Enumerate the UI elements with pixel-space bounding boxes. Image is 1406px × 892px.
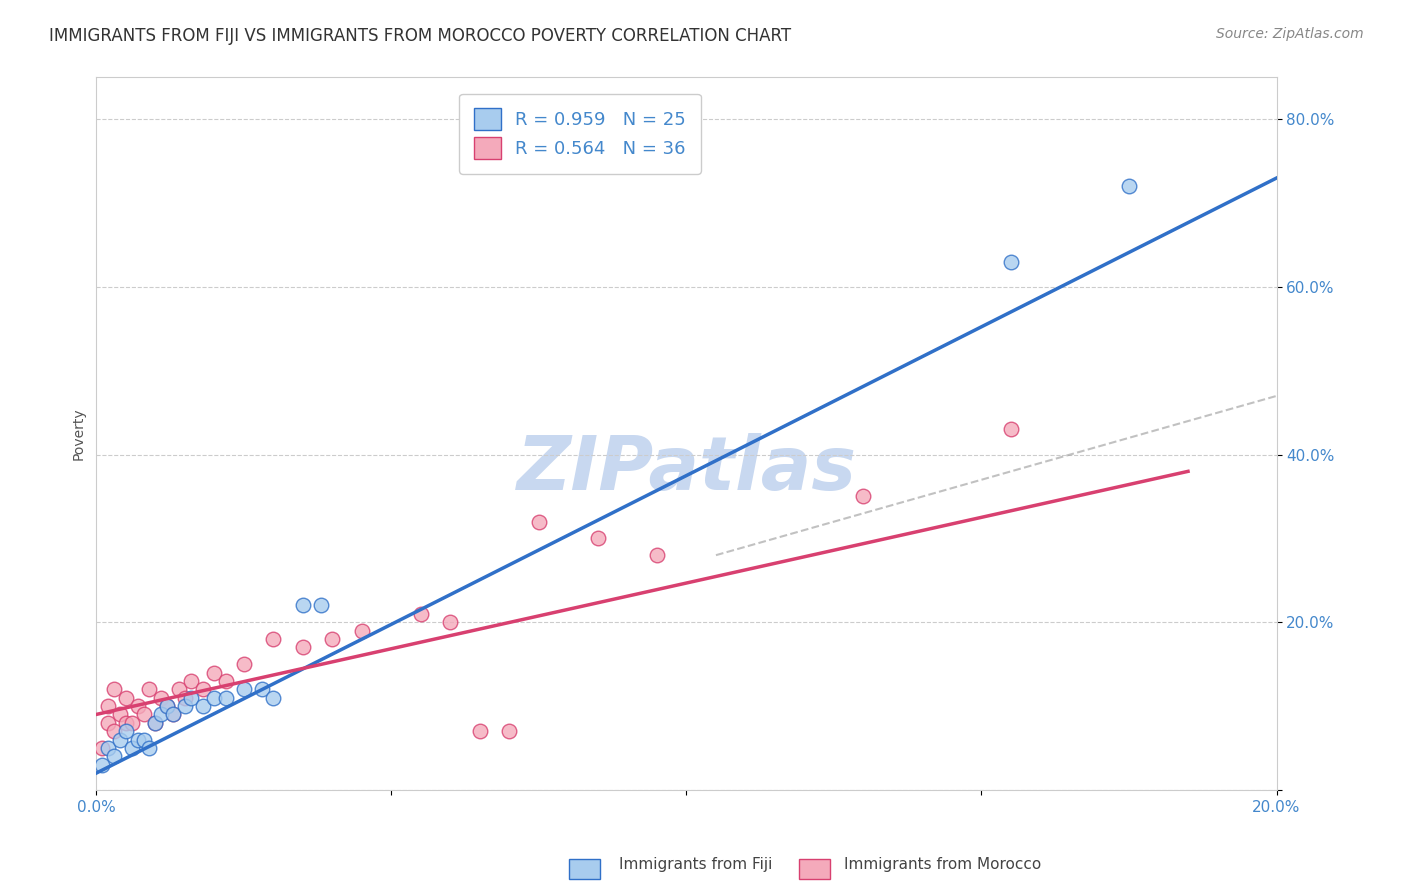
Point: [202, 690, 225, 705]
Point: [439, 615, 461, 630]
Point: [97, 699, 120, 714]
Point: [191, 682, 214, 697]
Point: [115, 715, 138, 730]
Point: [498, 724, 520, 739]
Point: [91, 757, 114, 772]
Point: [127, 699, 149, 714]
Point: [132, 732, 155, 747]
Point: [321, 632, 343, 646]
Point: [202, 665, 225, 680]
Point: [108, 707, 131, 722]
Point: [291, 599, 314, 613]
Point: [180, 690, 202, 705]
Y-axis label: Poverty: Poverty: [72, 408, 86, 460]
Point: [103, 749, 125, 764]
Point: [103, 682, 125, 697]
Point: [232, 682, 254, 697]
Point: [167, 682, 190, 697]
Point: [132, 707, 155, 722]
Point: [180, 673, 202, 688]
Point: [527, 515, 550, 529]
Point: [156, 699, 179, 714]
Point: [1118, 179, 1140, 194]
Point: [215, 673, 238, 688]
Point: [143, 715, 166, 730]
Point: [468, 724, 491, 739]
Point: [91, 740, 114, 755]
Legend: R = 0.959   N = 25, R = 0.564   N = 36: R = 0.959 N = 25, R = 0.564 N = 36: [460, 94, 700, 174]
Point: [162, 707, 184, 722]
Point: [156, 699, 179, 714]
Point: [309, 599, 332, 613]
Point: [121, 715, 143, 730]
Point: [150, 707, 173, 722]
Point: [262, 690, 284, 705]
Point: [645, 548, 668, 562]
Point: [138, 740, 160, 755]
Point: [115, 690, 138, 705]
Point: [97, 715, 120, 730]
Text: Immigrants from Fiji: Immigrants from Fiji: [619, 857, 772, 872]
Point: [108, 732, 131, 747]
Point: [138, 682, 160, 697]
Point: [115, 724, 138, 739]
Point: [250, 682, 273, 697]
Point: [103, 724, 125, 739]
Text: Source: ZipAtlas.com: Source: ZipAtlas.com: [1216, 27, 1364, 41]
Point: [150, 690, 173, 705]
Point: [291, 640, 314, 655]
Text: ZIPatlas: ZIPatlas: [516, 433, 856, 506]
Point: [143, 715, 166, 730]
Point: [191, 699, 214, 714]
Point: [173, 690, 195, 705]
Text: IMMIGRANTS FROM FIJI VS IMMIGRANTS FROM MOROCCO POVERTY CORRELATION CHART: IMMIGRANTS FROM FIJI VS IMMIGRANTS FROM …: [49, 27, 792, 45]
Point: [232, 657, 254, 672]
Point: [127, 732, 149, 747]
Point: [173, 699, 195, 714]
Point: [215, 690, 238, 705]
Point: [97, 740, 120, 755]
Point: [350, 624, 373, 638]
Point: [1000, 255, 1022, 269]
Point: [1000, 422, 1022, 436]
Point: [409, 607, 432, 621]
Text: Immigrants from Morocco: Immigrants from Morocco: [844, 857, 1040, 872]
Point: [852, 490, 875, 504]
Point: [262, 632, 284, 646]
Point: [586, 532, 609, 546]
Point: [162, 707, 184, 722]
Point: [121, 740, 143, 755]
